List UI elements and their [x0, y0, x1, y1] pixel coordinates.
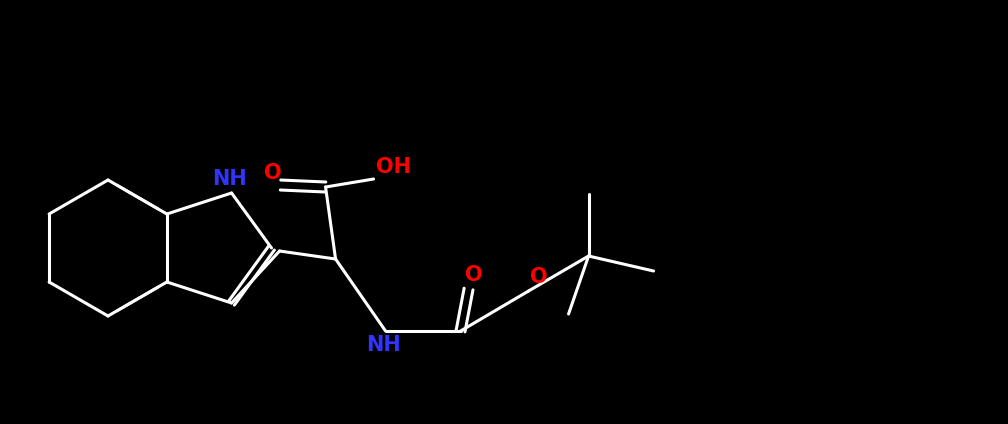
Text: O: O	[530, 267, 547, 287]
Text: OH: OH	[376, 157, 411, 177]
Text: O: O	[264, 163, 281, 183]
Text: O: O	[465, 265, 483, 285]
Text: NH: NH	[366, 335, 401, 355]
Text: NH: NH	[213, 169, 247, 189]
